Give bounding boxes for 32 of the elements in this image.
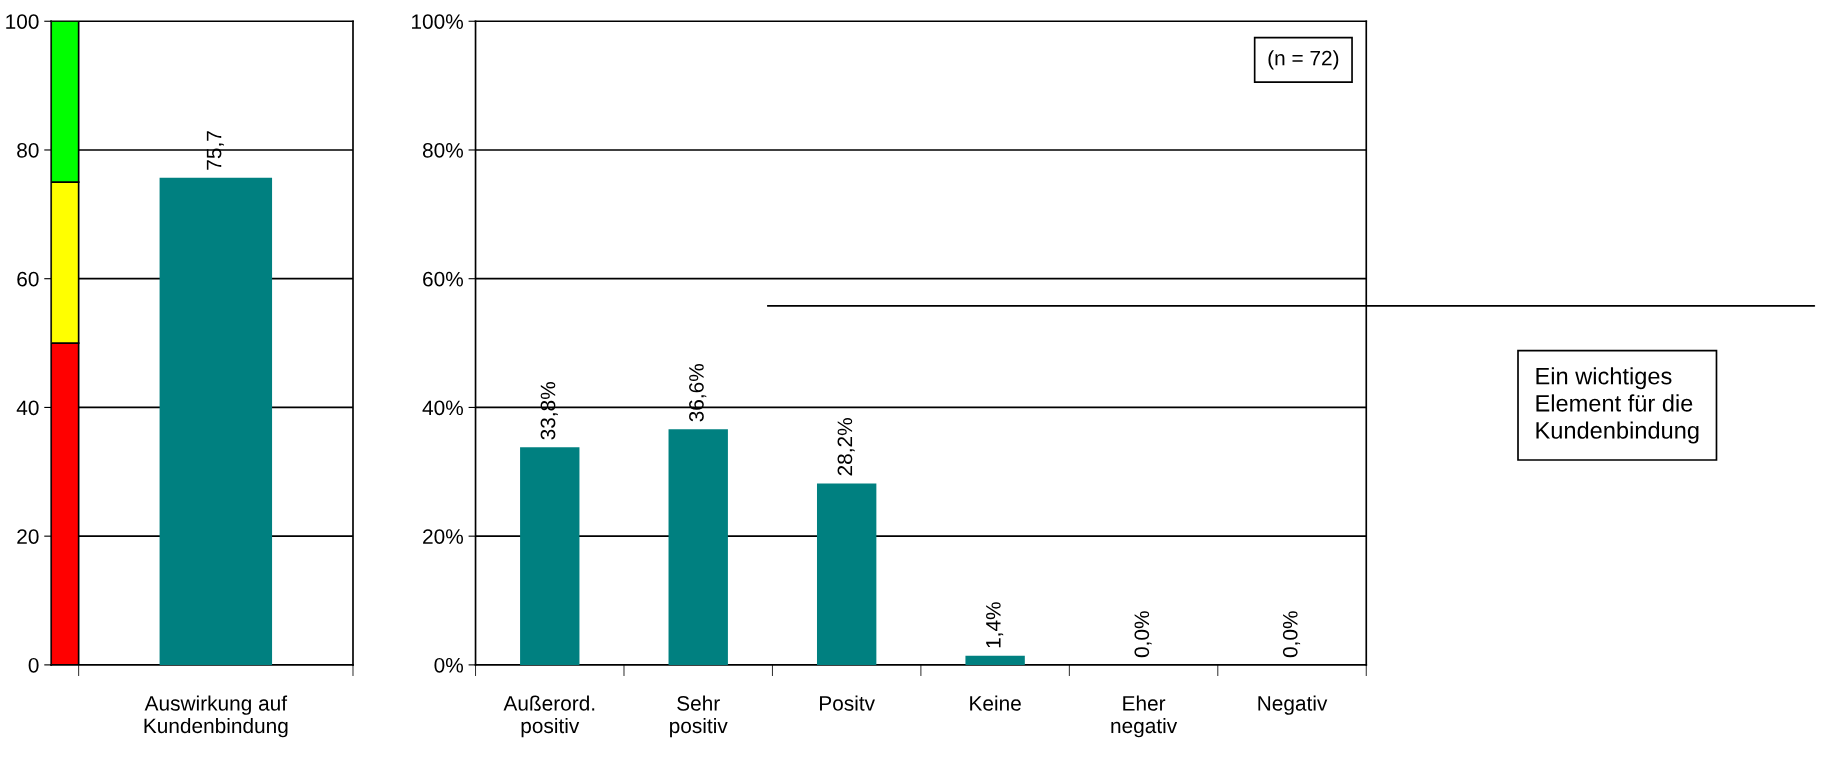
y-tick-label: 40% (422, 400, 463, 416)
data-label: 36,6% (689, 364, 707, 422)
x-tick-label: Keine (970, 695, 1021, 711)
data-label: 75,7 (206, 131, 224, 170)
y-tick-label: 60 (17, 271, 39, 287)
x-tick-label: Eher negativ (1111, 695, 1178, 738)
data-label: 0,0% (1134, 611, 1152, 658)
y-tick-label: 80% (422, 142, 463, 158)
data-label: 1,4% (986, 602, 1004, 648)
text: Ein wichtiges Element für die Kundenbindung (1536, 367, 1699, 444)
y-tick-label: 100% (412, 14, 463, 30)
bar (668, 429, 728, 665)
y-tick-label: 20% (423, 529, 463, 544)
x-tick-label: Negativ (1258, 695, 1328, 715)
y-tick-label: 80 (17, 142, 39, 158)
y-tick-label: 0 (28, 657, 39, 673)
x-tick-label: Außerord. positiv (503, 695, 595, 738)
x-tick-label: Auswirkung auf Kundenbindung (144, 695, 288, 738)
x-tick-label: Sehr positiv (670, 695, 728, 738)
y-tick-label: 60% (423, 271, 463, 287)
bar (965, 655, 1025, 665)
y-tick-label: 0% (434, 657, 463, 673)
y-tick-label: 20 (17, 529, 39, 544)
bar (520, 447, 580, 665)
y-tick-label: 40 (16, 400, 39, 416)
x-tick-label: Positv (820, 695, 875, 711)
y-tick-label: 100 (6, 14, 39, 30)
bar (816, 483, 877, 665)
data-label: 0,0% (1282, 611, 1301, 658)
data-label: 33,8% (540, 382, 558, 440)
annotation: (n = 72) (1268, 50, 1339, 70)
data-label: 28,2% (837, 418, 855, 476)
